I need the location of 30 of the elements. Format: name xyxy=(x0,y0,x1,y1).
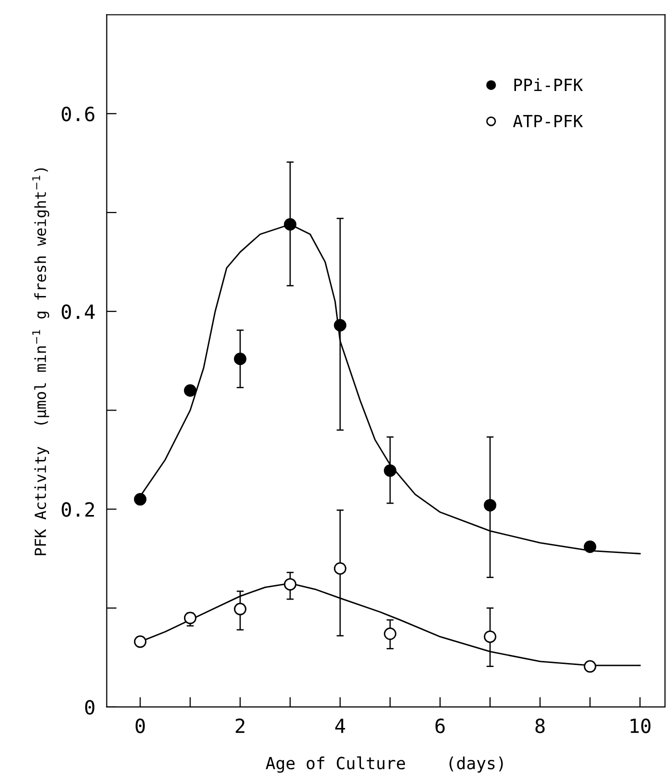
y-tick-label: 0.2 xyxy=(62,502,94,517)
point xyxy=(134,635,146,648)
point xyxy=(384,628,396,640)
x-tick-label: 0 xyxy=(136,718,145,734)
point xyxy=(484,498,496,512)
y-tick-label: 0 xyxy=(85,700,94,715)
point xyxy=(484,630,496,643)
point xyxy=(234,602,246,616)
point xyxy=(284,578,296,591)
point xyxy=(384,464,396,477)
point xyxy=(184,612,196,624)
y-tick-label: 0.4 xyxy=(62,304,95,320)
point xyxy=(284,218,296,231)
point xyxy=(334,318,346,332)
point xyxy=(134,493,146,506)
x-tick-label: 4 xyxy=(335,718,346,733)
x-axis-title: Age of Culture (days) xyxy=(266,756,503,773)
x-tick-label: 8 xyxy=(535,718,545,734)
point xyxy=(234,352,246,366)
point xyxy=(334,562,346,575)
y-tick-label: 0.6 xyxy=(62,106,94,122)
y-axis-title: PFK Activity (µmol min$^{−1}$ g fresh weight$^{−1}$) xyxy=(32,168,50,556)
x-tick-label: 2 xyxy=(236,718,244,733)
legend-label: ATP-PFK xyxy=(513,115,583,128)
legend-label: PPi-PFK xyxy=(514,78,583,91)
point xyxy=(584,540,596,553)
x-tick-label: 10 xyxy=(630,718,650,734)
point xyxy=(584,660,596,673)
point xyxy=(184,384,196,397)
x-tick-label: 6 xyxy=(436,718,445,734)
